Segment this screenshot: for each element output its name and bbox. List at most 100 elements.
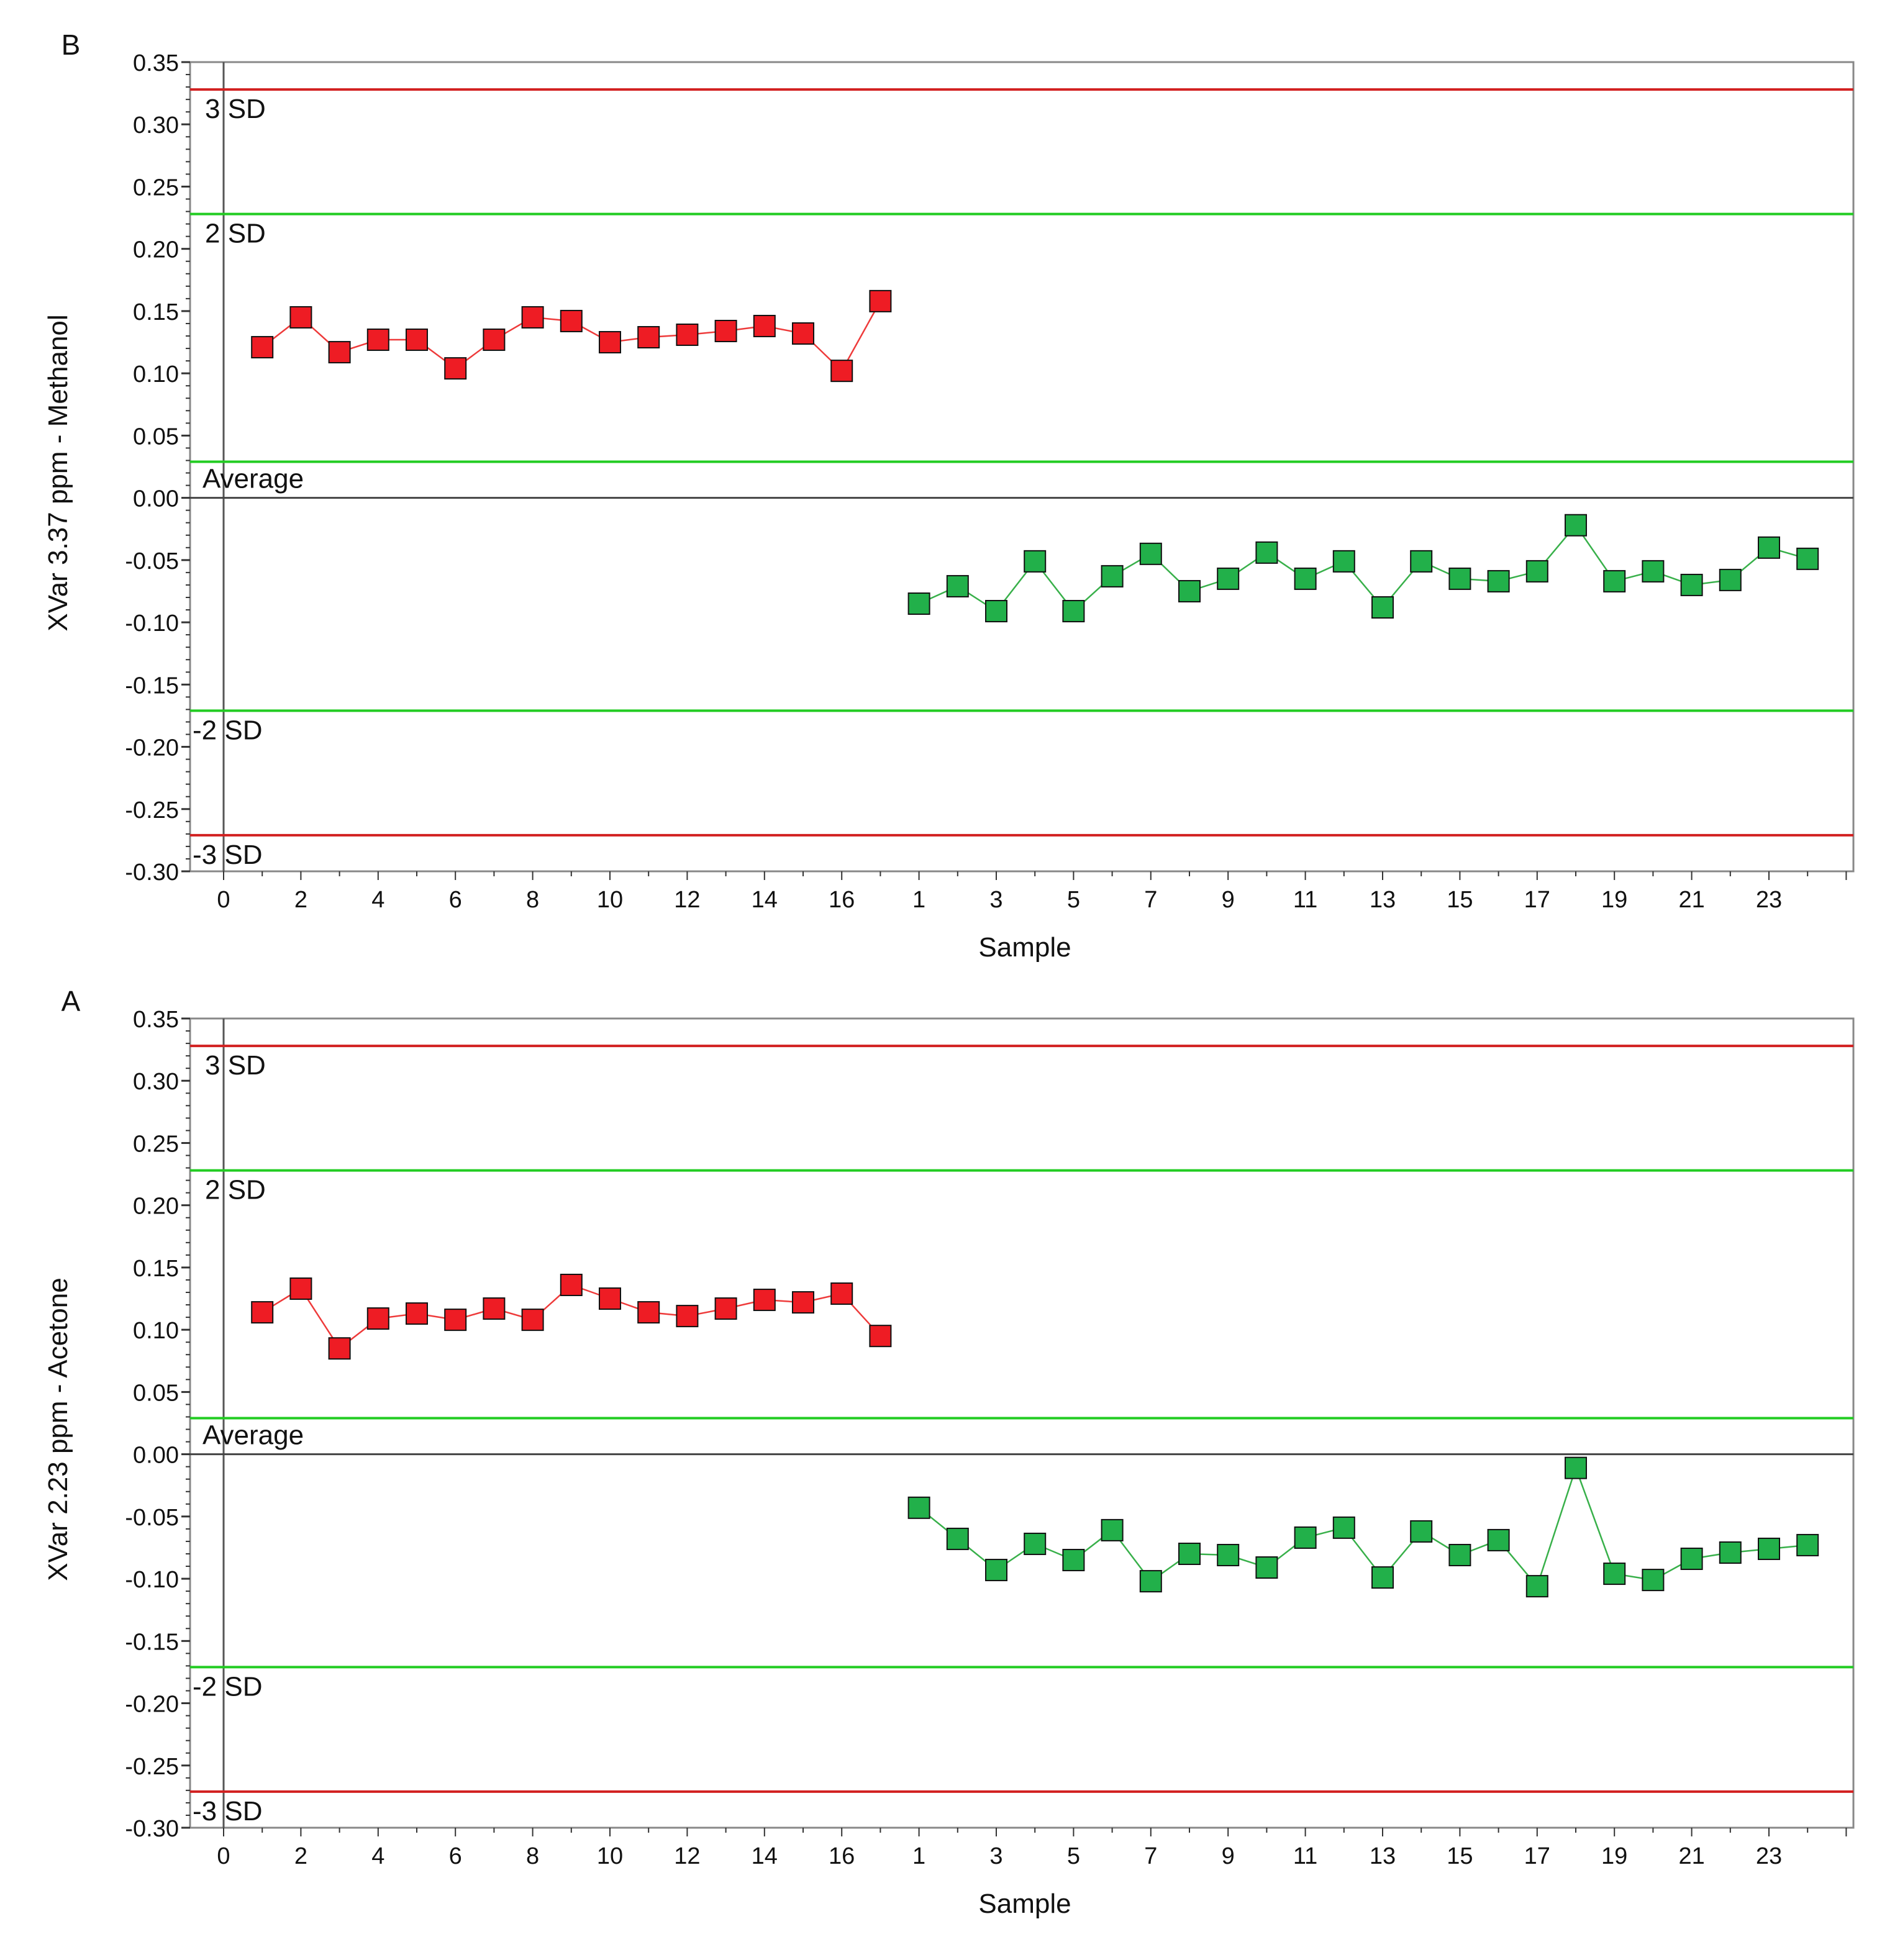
y-tick-label: 0.10 xyxy=(133,361,179,388)
data-point xyxy=(1487,1528,1510,1551)
y-tick-label: 0.10 xyxy=(133,1318,179,1344)
x-tick-label: 13 xyxy=(1370,1843,1396,1869)
data-point xyxy=(1642,1569,1665,1592)
y-tick-label: 0.35 xyxy=(133,50,179,76)
x-tick-label: 14 xyxy=(752,1843,778,1869)
data-point xyxy=(444,357,467,380)
data-point xyxy=(676,324,699,347)
y-tick-label: -0.15 xyxy=(125,673,179,699)
data-point xyxy=(251,1301,274,1324)
data-point xyxy=(1565,514,1587,537)
data-point xyxy=(1410,1520,1433,1543)
data-point xyxy=(1410,550,1433,573)
x-tick-label: 5 xyxy=(1067,887,1080,913)
y-tick-label: -0.20 xyxy=(125,1692,179,1718)
data-point xyxy=(1642,560,1665,583)
plot-frame xyxy=(189,61,1855,873)
x-tick-label: 14 xyxy=(752,887,778,913)
y-tick-label: -0.10 xyxy=(125,1567,179,1593)
reference-label: Average xyxy=(202,464,304,494)
data-point xyxy=(1603,569,1626,592)
x-axis-title: Sample xyxy=(978,932,1071,963)
data-point xyxy=(251,336,274,359)
reference-label: -2 SD xyxy=(193,715,262,745)
data-point xyxy=(1178,579,1201,602)
y-tick-label: 0.25 xyxy=(133,175,179,201)
y-tick-label: -0.30 xyxy=(125,860,179,886)
x-axis-title: Sample xyxy=(978,1889,1071,1919)
x-tick-label: 2 xyxy=(294,887,307,913)
panel-label: A xyxy=(61,985,81,1017)
x-tick-label: 3 xyxy=(989,1843,1002,1869)
y-tick-label: 0.25 xyxy=(133,1131,179,1157)
data-point xyxy=(1332,1516,1355,1539)
data-point xyxy=(289,1277,312,1300)
reference-label: 3 SD xyxy=(205,94,266,124)
x-tick-label: 1 xyxy=(912,1843,925,1869)
data-point xyxy=(406,1302,428,1325)
y-tick-label: 0.35 xyxy=(133,1007,179,1033)
x-tick-label: 10 xyxy=(597,887,623,913)
reference-label: -3 SD xyxy=(193,840,262,870)
data-point xyxy=(1294,1526,1317,1549)
data-point xyxy=(1332,550,1355,573)
y-tick-label: -0.05 xyxy=(125,548,179,574)
x-tick-label: 8 xyxy=(526,887,539,913)
x-tick-label: 12 xyxy=(674,887,700,913)
x-tick-label: 21 xyxy=(1678,1843,1704,1869)
data-point xyxy=(1758,536,1780,559)
data-point xyxy=(830,360,853,383)
data-point xyxy=(907,1496,930,1519)
x-tick-label: 23 xyxy=(1756,1843,1782,1869)
data-point xyxy=(366,1307,389,1330)
data-point xyxy=(1024,1532,1047,1555)
data-point xyxy=(328,1337,351,1360)
data-point xyxy=(1758,1537,1780,1560)
data-point xyxy=(714,1297,737,1320)
reference-label: 2 SD xyxy=(205,219,266,249)
y-tick-label: 0.30 xyxy=(133,112,179,138)
x-tick-label: 13 xyxy=(1370,887,1396,913)
data-point xyxy=(869,289,892,312)
chart-panel-B: B 0.35 0.30 0.25 0.20 0.15 0.10 0.05 0.00 -0.05 -0… xyxy=(43,29,1855,963)
x-tick-label: 11 xyxy=(1293,887,1317,913)
data-point xyxy=(1603,1563,1626,1586)
data-point xyxy=(1101,1518,1124,1541)
y-tick-label: -0.25 xyxy=(125,797,179,823)
y-tick-label: -0.20 xyxy=(125,735,179,761)
x-tick-label: 11 xyxy=(1293,1843,1317,1869)
data-point xyxy=(1217,1543,1240,1566)
data-point xyxy=(1255,541,1278,564)
data-point xyxy=(483,1297,506,1320)
data-point xyxy=(560,309,583,332)
data-point xyxy=(1565,1456,1587,1479)
x-tick-label: 19 xyxy=(1601,1843,1627,1869)
data-point xyxy=(830,1282,853,1305)
x-tick-label: 9 xyxy=(1222,887,1235,913)
x-tick-label: 15 xyxy=(1447,887,1473,913)
data-point xyxy=(985,1559,1007,1582)
data-point xyxy=(560,1273,583,1296)
x-tick-label: 15 xyxy=(1447,1843,1473,1869)
data-point xyxy=(289,306,312,329)
data-point xyxy=(1719,1541,1742,1564)
data-point xyxy=(444,1309,467,1332)
reference-label: -2 SD xyxy=(193,1671,262,1702)
data-point xyxy=(1680,1548,1703,1571)
reference-label: 2 SD xyxy=(205,1175,266,1205)
x-tick-label: 8 xyxy=(526,1843,539,1869)
data-point xyxy=(1294,567,1317,590)
x-tick-label: 0 xyxy=(217,887,230,913)
data-point xyxy=(1448,1543,1471,1566)
y-tick-label: 0.05 xyxy=(133,424,179,450)
data-point xyxy=(985,600,1007,623)
x-tick-label: 0 xyxy=(217,1843,230,1869)
data-point xyxy=(1371,1566,1394,1589)
y-tick-label: 0.20 xyxy=(133,237,179,263)
x-tick-label: 6 xyxy=(449,1843,462,1869)
data-point xyxy=(1796,547,1819,570)
data-point xyxy=(1525,560,1548,583)
data-point xyxy=(521,1309,544,1332)
data-point xyxy=(637,1301,660,1324)
